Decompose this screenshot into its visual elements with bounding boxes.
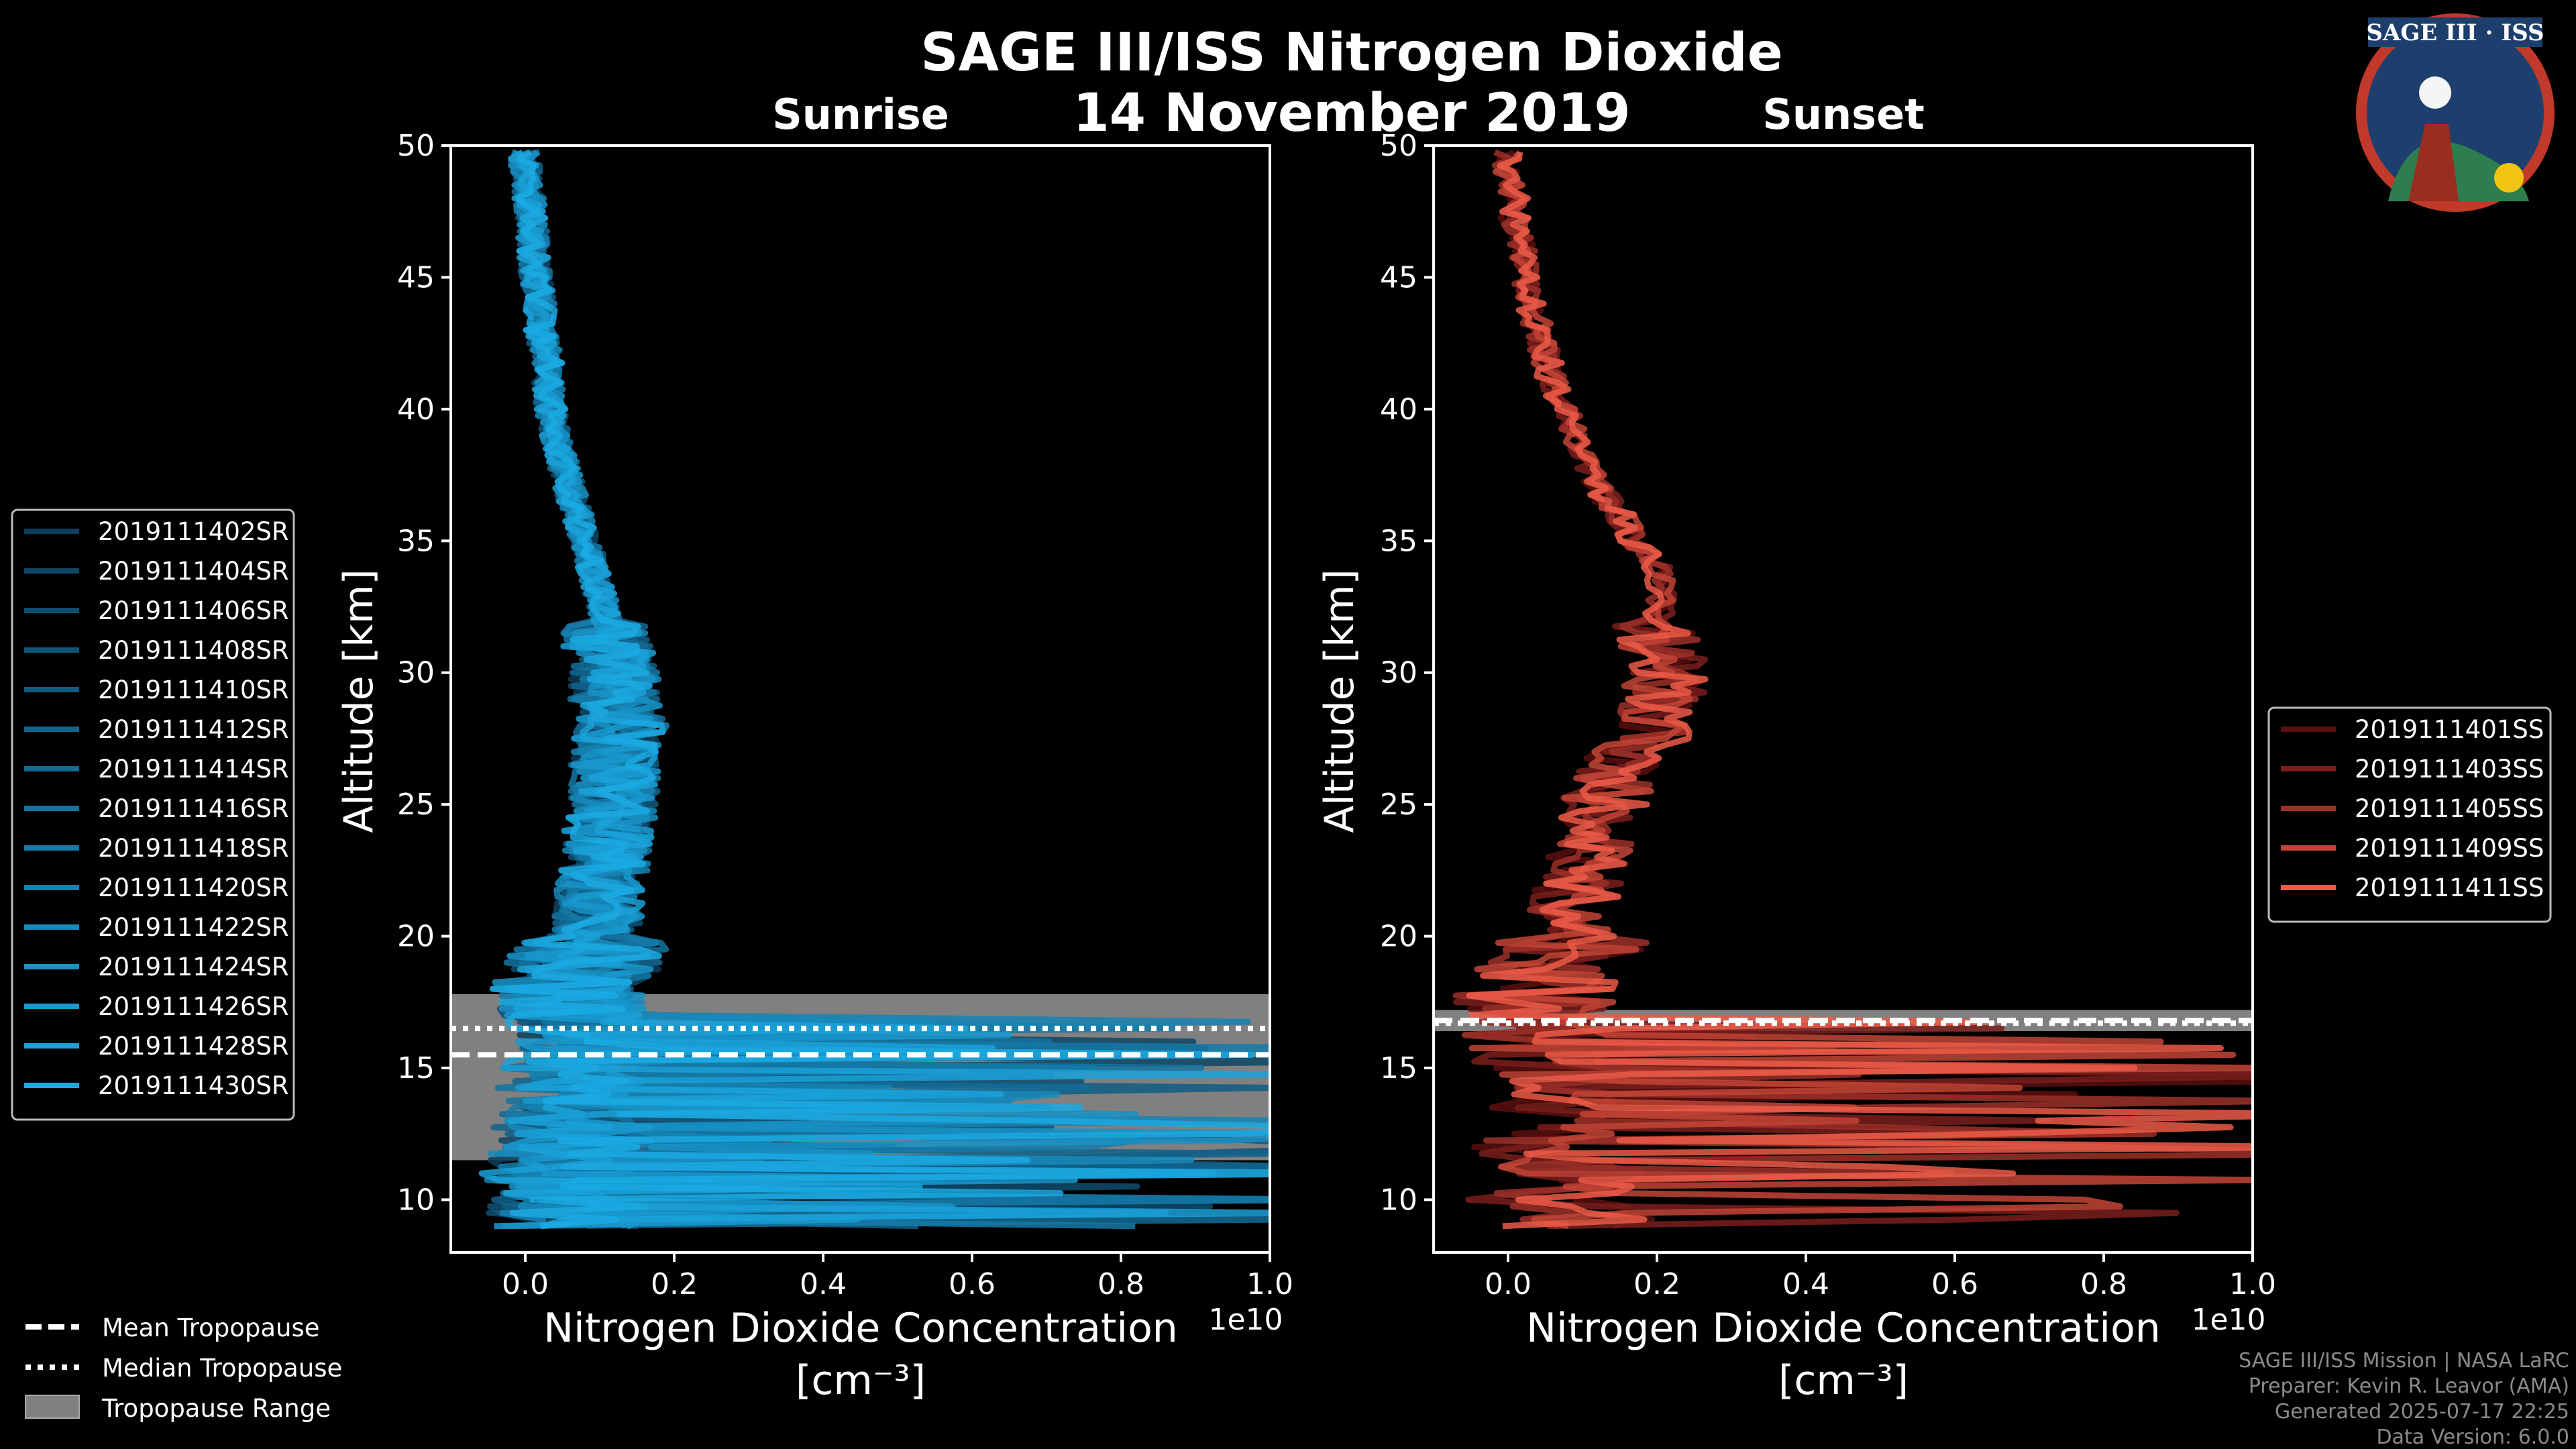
sunset-x-tick-label: 0.2 [1633,1267,1680,1301]
sunrise-legend-entry: 2019111426SR [98,992,289,1021]
footer-mission: SAGE III/ISS Mission | NASA LaRC [2239,1349,2569,1373]
sunrise-series-2019111430SR [489,149,1270,1230]
sunset-legend-frame [2267,706,2552,923]
sunrise-x-tick-label: 0.6 [949,1267,996,1301]
sunset-legend: 2019111401SS 2019111403SS 2019111405SS 2019… [2267,706,2552,923]
sunset-x-tick-label: 0.0 [1485,1267,1532,1301]
sunrise-legend-entry: 2019111420SR [98,873,289,902]
sunrise-legend-entry: 2019111422SR [98,913,289,942]
sunrise-y-tick-label: 50 [397,129,435,163]
sunset-y-tick-label: 50 [1380,129,1417,163]
sunset-y-tick-label: 20 [1380,920,1417,954]
sunset-x-axis-unit: [cm⁻³] [1778,1357,1909,1404]
sunrise-x-tick-label: 1.0 [1246,1267,1293,1301]
sunrise-y-tick-label: 35 [397,524,435,558]
sunset-axes-frame [1432,144,2254,1254]
sunrise-y-tick-label: 40 [397,392,435,427]
logo-text: SAGE III · ISS [2366,19,2544,46]
sunset-y-tick-label: 35 [1380,524,1417,558]
sunrise-x-axis-label: Nitrogen Dioxide Concentration [543,1305,1178,1352]
logo-text-bg [2368,17,2542,47]
sunrise-x-offset-label: 1e10 [1208,1303,1283,1337]
sunrise-legend-entry: 2019111430SR [98,1071,289,1100]
sunset-legend-entry: 2019111409SS [2355,834,2544,863]
footer-data-version: Data Version: 6.0.0 [2377,1426,2569,1449]
sunrise-y-tick-label: 15 [397,1051,435,1085]
median-tropopause-label: Median Tropopause [102,1354,342,1383]
tropopause-range-swatch [25,1395,80,1419]
sunrise-plot-area [451,149,1270,1230]
sunrise-y-tick-label: 30 [397,656,435,690]
sunrise-panel: 0.0 0.2 0.4 0.6 0.8 1.0 10 15 20 25 30 35 40 45 50 [397,129,1293,1301]
sunrise-legend-entry: 2019111416SR [98,794,289,823]
figure-title: SAGE III/ISS Nitrogen Dioxide [920,23,1782,83]
sunrise-legend-entry: 2019111428SR [98,1032,289,1061]
sunrise-legend-entry: 2019111404SR [98,557,289,586]
sunrise-legend-entry: 2019111408SR [98,636,289,665]
sunrise-x-tick-label: 0.2 [651,1267,698,1301]
sunrise-legend-entry: 2019111410SR [98,676,289,704]
tropopause-range-label: Tropopause Range [101,1394,331,1423]
sunset-x-tick-label: 0.8 [2080,1267,2127,1301]
sunset-x-offset-label: 1e10 [2191,1303,2265,1337]
sunset-y-tick-label: 25 [1380,788,1417,822]
sunset-legend-entry: 2019111405SS [2355,794,2544,823]
sunset-y-tick-label: 30 [1380,656,1417,690]
logo-sun [2494,163,2524,193]
sunset-legend-entry: 2019111411SS [2355,873,2544,902]
sunrise-panel-title: Sunrise [772,90,949,139]
sunset-x-axis-label: Nitrogen Dioxide Concentration [1526,1305,2161,1352]
sunrise-x-tick-label: 0.8 [1097,1267,1144,1301]
sunrise-legend-entry: 2019111412SR [98,715,289,744]
sunrise-legend-frame [11,508,295,1121]
sunrise-x-axis-unit: [cm⁻³] [796,1357,926,1404]
footer-preparer: Preparer: Kevin R. Leavor (AMA) [2249,1375,2569,1398]
tropopause-legend: Mean Tropopause Median Tropopause Tropop… [25,1313,342,1423]
sunrise-legend-entry: 2019111424SR [98,953,289,981]
footer-generated: Generated 2025-07-17 22:25 [2275,1400,2569,1424]
sunset-x-tick-label: 1.0 [2229,1267,2276,1301]
sunset-y-tick-label: 45 [1380,260,1417,294]
sunset-x-tick-label: 0.6 [1931,1267,1978,1301]
footer-credits: SAGE III/ISS Mission | NASA LaRC Prepare… [2239,1349,2569,1449]
sunset-series-2019111409SS [1466,150,2253,1230]
sage-iii-iss-logo: SAGE III · ISS [2356,13,2555,212]
sunrise-legend-entry: 2019111418SR [98,834,289,863]
figure-date: 14 November 2019 [1073,83,1630,144]
sunrise-legend-entry: 2019111414SR [98,755,289,784]
logo-figure [2408,124,2459,201]
sunrise-axes-frame [449,144,1271,1254]
sunset-plot-area [1434,149,2253,1230]
mean-tropopause-label: Mean Tropopause [102,1313,320,1342]
sunrise-y-tick-label: 25 [397,788,435,822]
sunrise-x-tick-label: 0.4 [800,1267,847,1301]
sunrise-legend: 2019111402SR 2019111404SR 2019111406SR 2019… [11,508,295,1121]
sunset-legend-entry: 2019111403SS [2355,755,2544,784]
sunrise-y-tick-label: 10 [397,1183,435,1217]
sunrise-legend-entry: 2019111406SR [98,596,289,625]
sunset-legend-entry: 2019111401SS [2355,715,2544,744]
sunset-y-tick-label: 15 [1380,1051,1417,1085]
sunset-y-tick-label: 40 [1380,392,1417,427]
sunset-panel-title: Sunset [1762,90,1925,139]
sunrise-legend-entry: 2019111402SR [98,517,289,546]
sunset-series-2019111411SS [1466,152,2253,1230]
sunrise-y-axis-label: Altitude [km] [335,569,382,833]
sunset-panel: 0.0 0.2 0.4 0.6 0.8 1.0 10 15 20 25 30 35 40 45 50 [1380,129,2276,1301]
sunset-y-axis-label: Altitude [km] [1316,569,1363,833]
logo-moon [2419,76,2451,109]
sunrise-y-tick-label: 20 [397,920,435,954]
sunrise-x-tick-label: 0.0 [502,1267,549,1301]
sunset-y-tick-label: 10 [1380,1183,1417,1217]
sunrise-y-tick-label: 45 [397,260,435,294]
sunset-x-tick-label: 0.4 [1782,1267,1829,1301]
